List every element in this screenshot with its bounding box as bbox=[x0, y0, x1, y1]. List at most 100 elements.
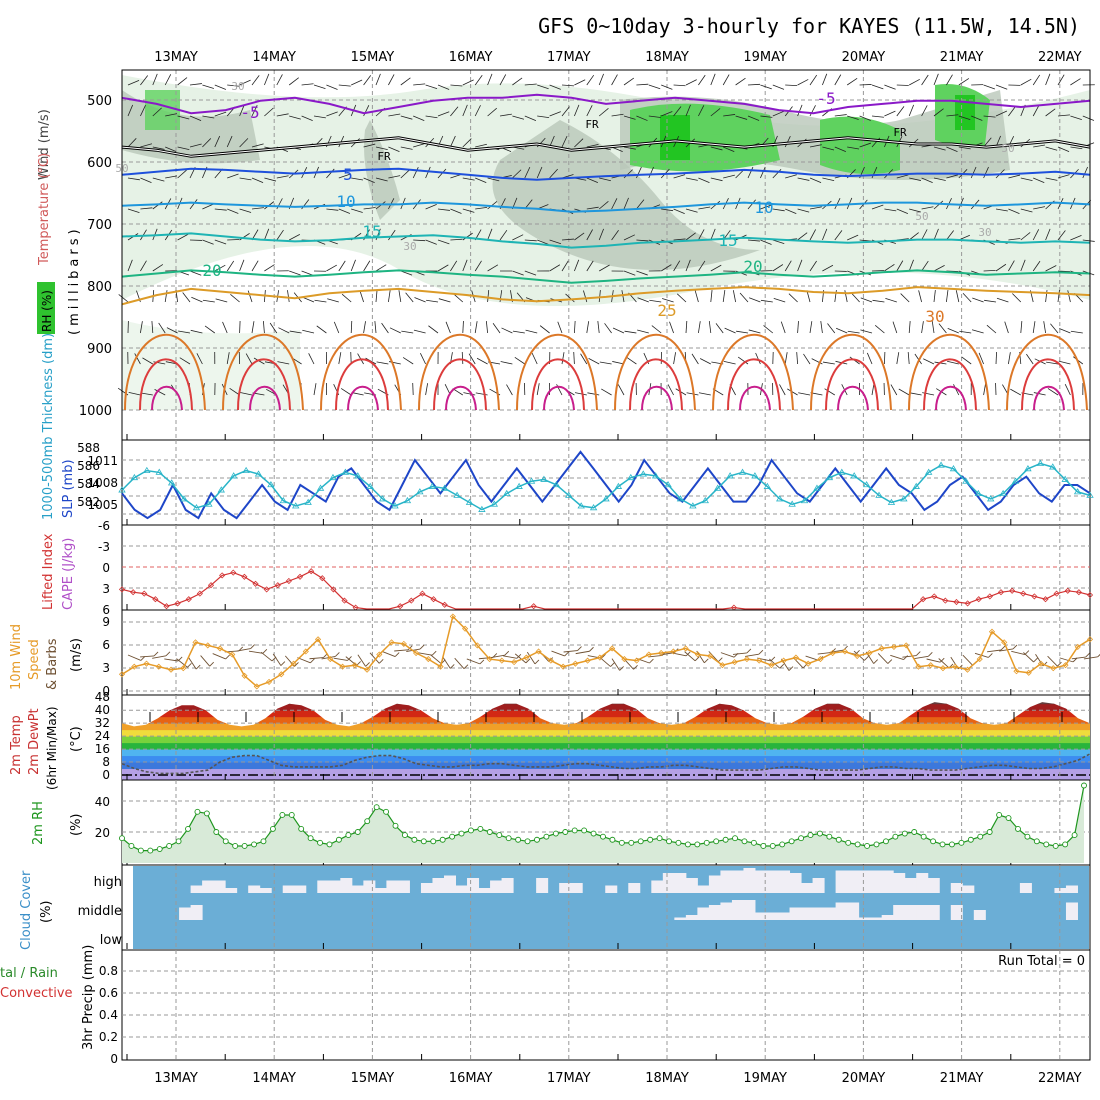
wind-barb bbox=[884, 110, 896, 117]
ytick-li: 3 bbox=[102, 582, 110, 596]
wind-barb bbox=[462, 232, 473, 241]
w10-marker bbox=[180, 665, 187, 672]
wind-barb bbox=[401, 330, 414, 334]
wind-barb bbox=[499, 113, 512, 117]
wind-barb bbox=[673, 238, 686, 241]
wind-barb bbox=[222, 321, 228, 334]
li-marker bbox=[141, 590, 148, 597]
wind-barb bbox=[549, 239, 562, 245]
rh-marker bbox=[439, 836, 446, 843]
temp-band bbox=[122, 723, 1090, 731]
wind-barb bbox=[847, 115, 859, 120]
rh-marker bbox=[920, 833, 927, 840]
li-marker bbox=[207, 582, 215, 589]
wind-barb bbox=[388, 290, 391, 303]
wind-barb bbox=[798, 392, 811, 396]
wind-barb bbox=[907, 352, 910, 365]
cloud-mid-bar bbox=[835, 902, 848, 920]
wind-barb bbox=[276, 113, 289, 117]
wind-barb bbox=[909, 392, 922, 396]
wind-barb bbox=[313, 84, 326, 89]
li-marker bbox=[118, 586, 126, 593]
w10-marker bbox=[584, 657, 591, 664]
cloud-high-bar bbox=[651, 880, 664, 893]
wind-barb bbox=[784, 352, 788, 365]
wind-barb bbox=[673, 174, 686, 179]
wind-barb bbox=[1059, 328, 1071, 334]
thickness-marker bbox=[850, 472, 858, 479]
w10-barb bbox=[152, 655, 167, 659]
w10-marker bbox=[670, 648, 677, 655]
date-label-top: 15MAY bbox=[351, 50, 395, 65]
wind-barb bbox=[262, 321, 265, 334]
w10-barb-flag bbox=[187, 662, 192, 668]
wind-barb bbox=[636, 239, 649, 242]
wind-barb bbox=[428, 325, 439, 334]
li-marker bbox=[285, 577, 292, 585]
wind-barb bbox=[276, 74, 283, 86]
li-marker bbox=[263, 586, 270, 593]
w10-marker bbox=[1025, 669, 1032, 676]
wind-barb bbox=[1026, 353, 1034, 365]
wind-barb bbox=[797, 232, 808, 241]
wind-barb bbox=[1057, 230, 1066, 241]
w10-barb bbox=[575, 650, 590, 655]
li-marker bbox=[953, 598, 960, 606]
w10-barb-flag bbox=[1057, 661, 1062, 667]
wind-barb bbox=[871, 84, 884, 90]
wind-barb bbox=[190, 329, 203, 334]
w10-marker bbox=[743, 656, 750, 663]
w10-barb-flag bbox=[1000, 645, 1006, 651]
li-marker bbox=[308, 568, 315, 575]
contour-label: 10 bbox=[754, 198, 773, 217]
cloud-high-bar bbox=[1065, 885, 1078, 893]
wind-barb bbox=[536, 166, 543, 179]
thickness-marker bbox=[428, 482, 436, 489]
wind-barb bbox=[1012, 293, 1022, 303]
wind-barb bbox=[227, 84, 240, 87]
w10-barb bbox=[164, 658, 179, 662]
wind-barb bbox=[1008, 352, 1011, 365]
thickness-marker bbox=[999, 489, 1007, 497]
wind-barb bbox=[583, 290, 588, 303]
wind-barb bbox=[809, 74, 818, 86]
wind-barb bbox=[251, 321, 255, 334]
wind-barb bbox=[340, 388, 352, 396]
wind-barb bbox=[958, 115, 971, 120]
wind-barb bbox=[499, 229, 508, 241]
wind-barb bbox=[313, 383, 317, 396]
wind-barb bbox=[302, 329, 315, 334]
wind-barb bbox=[450, 260, 458, 272]
wind-barb bbox=[961, 356, 972, 365]
contour-label: 15 bbox=[718, 231, 737, 250]
ytick-thk: 588 bbox=[77, 441, 100, 455]
w10-marker bbox=[1086, 636, 1094, 643]
wind-barb bbox=[524, 166, 531, 179]
rh-shade bbox=[122, 320, 300, 410]
w10-barb-flag bbox=[915, 651, 921, 656]
wind-barb bbox=[277, 361, 290, 365]
wind-barb bbox=[251, 143, 264, 148]
rh-marker bbox=[185, 825, 191, 832]
li-marker bbox=[1064, 587, 1071, 594]
wind-barb bbox=[698, 229, 705, 241]
w10-barb bbox=[381, 651, 396, 657]
wind-barb bbox=[660, 264, 672, 272]
temp-band bbox=[122, 742, 1090, 750]
temp-band-neg bbox=[122, 775, 1090, 780]
wind-barb bbox=[154, 389, 166, 396]
wind-barb bbox=[958, 146, 971, 150]
wind-barb bbox=[933, 290, 936, 303]
wind-barb bbox=[617, 384, 625, 396]
w10-marker bbox=[609, 645, 616, 652]
wind-barb bbox=[177, 233, 189, 241]
cloud-mid-bar bbox=[685, 915, 698, 920]
thickness-marker bbox=[1073, 488, 1082, 495]
wind-barb bbox=[214, 264, 226, 272]
rh-marker bbox=[449, 833, 456, 840]
wind-barb bbox=[1045, 146, 1058, 151]
wind-barb bbox=[796, 352, 798, 365]
rh-marker bbox=[166, 843, 173, 849]
rh-marker bbox=[128, 843, 135, 849]
rh-marker bbox=[741, 838, 748, 845]
